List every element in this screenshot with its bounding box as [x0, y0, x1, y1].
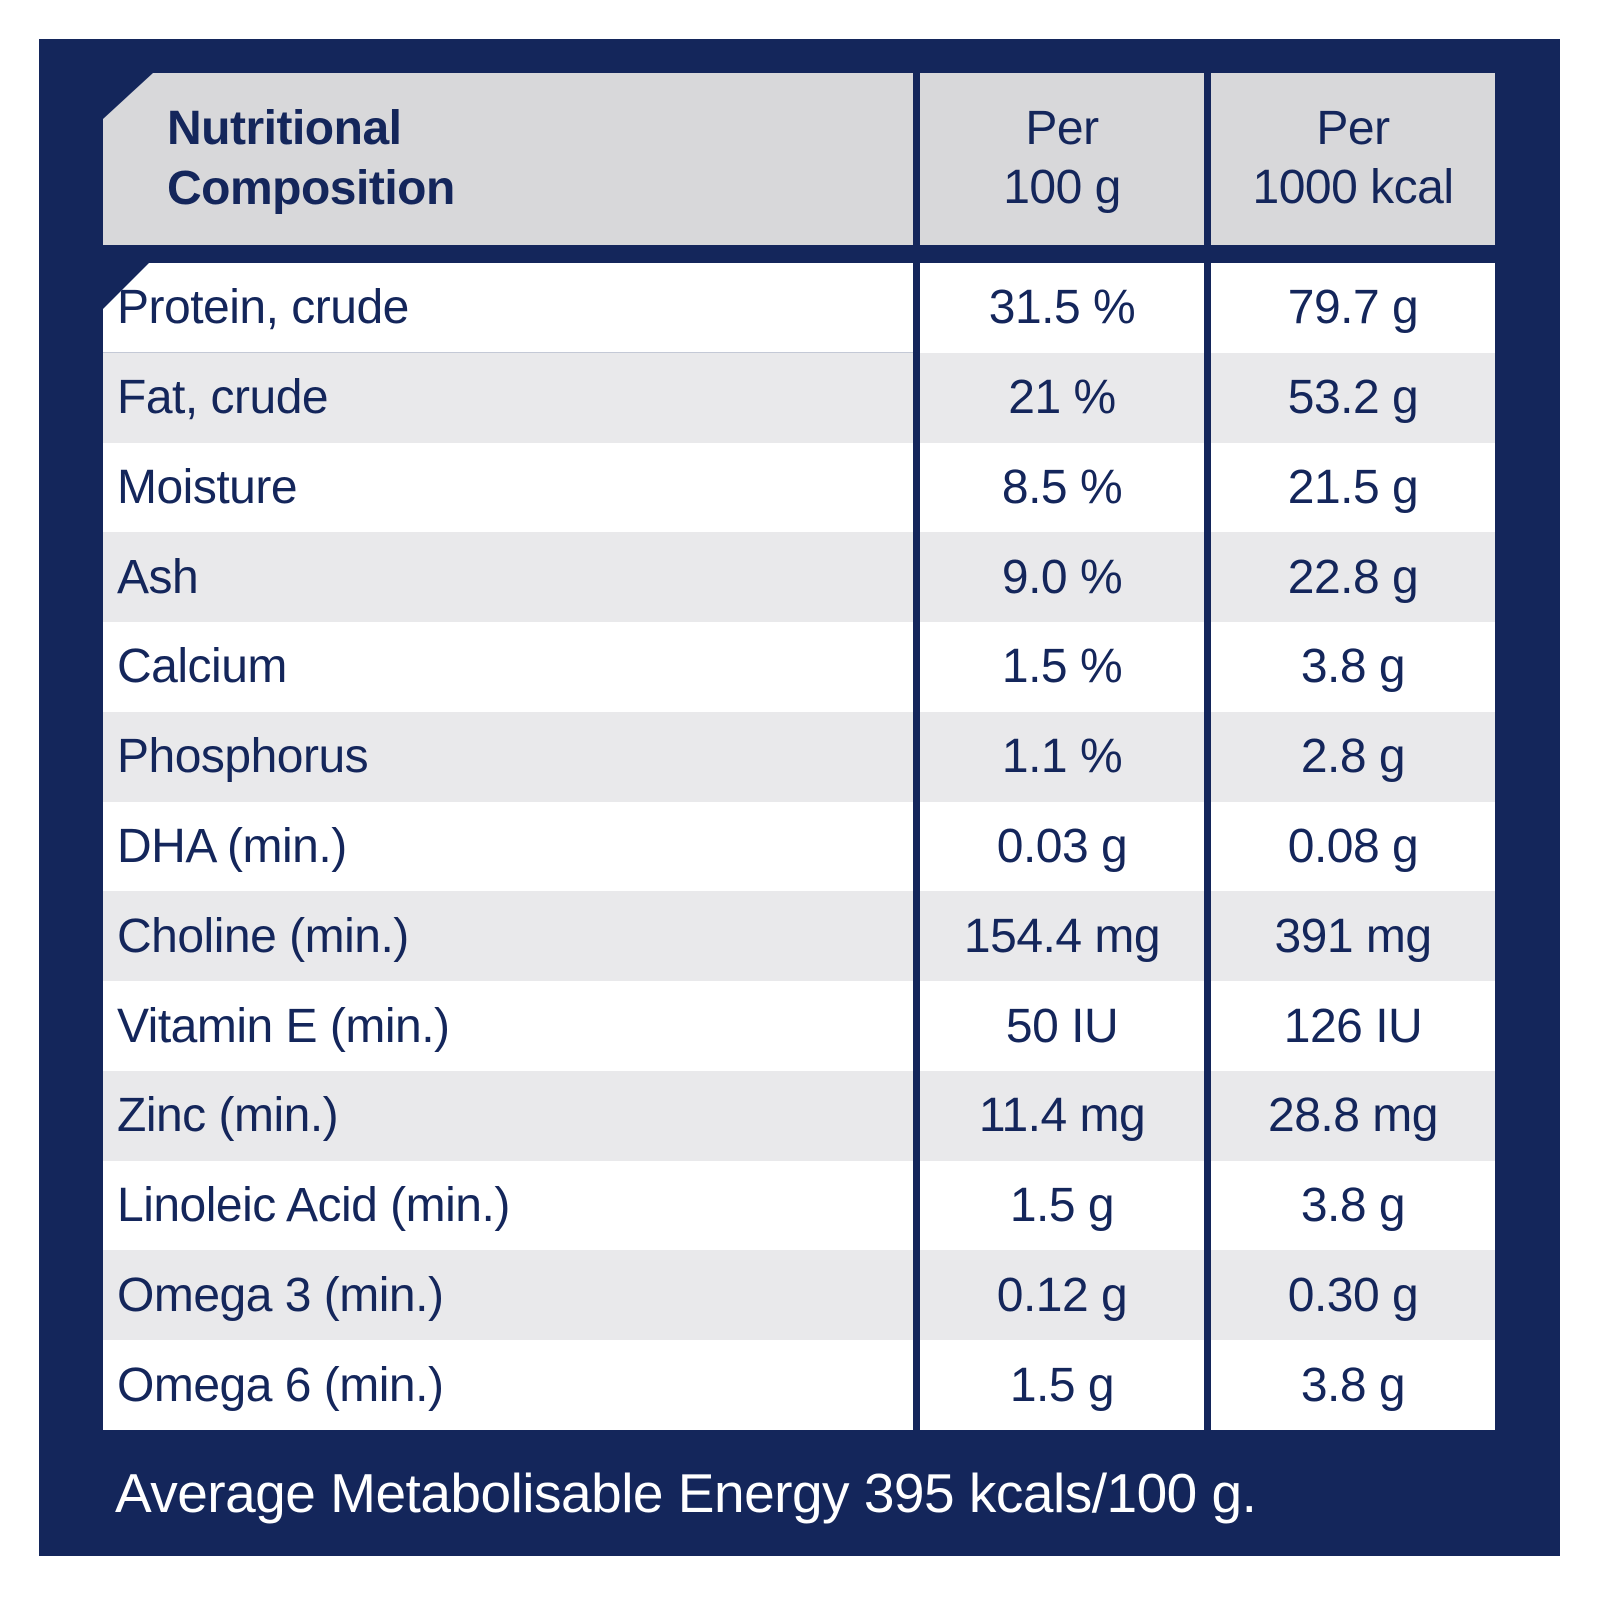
- row-value-per-1000kcal: 0.08 g: [1211, 801, 1495, 892]
- column-divider: [1204, 73, 1211, 245]
- column-divider: [913, 1071, 920, 1161]
- table-row: Omega 6 (min.) 1.5 g 3.8 g: [103, 1340, 1495, 1430]
- column-header-per-1000kcal: Per 1000 kcal: [1211, 73, 1495, 245]
- column-divider: [913, 1250, 920, 1340]
- column-divider: [1204, 1250, 1211, 1340]
- row-value-per-100g: 31.5 %: [920, 263, 1204, 353]
- table-title: Nutritional Composition: [103, 73, 913, 245]
- table-row: Zinc (min.) 11.4 mg 28.8 mg: [103, 1070, 1495, 1161]
- row-label: Omega 6 (min.): [103, 1340, 913, 1430]
- row-label: Moisture: [103, 442, 913, 533]
- column-divider: [1204, 1340, 1211, 1430]
- row-value-per-100g: 0.12 g: [920, 1250, 1204, 1341]
- header-body-gap: [103, 245, 1495, 263]
- table-content: Nutritional Composition Per 100 g Per 10…: [103, 73, 1495, 1556]
- column-divider: [1204, 1161, 1211, 1251]
- column-divider: [1204, 443, 1211, 533]
- column-header-per-1000kcal-line1: Per: [1316, 102, 1390, 156]
- row-value-per-100g: 1.1 %: [920, 711, 1204, 802]
- row-value-per-100g: 1.5 g: [920, 1160, 1204, 1251]
- column-divider: [913, 443, 920, 533]
- row-value-per-1000kcal: 3.8 g: [1211, 1160, 1495, 1251]
- row-value-per-100g: 50 IU: [920, 981, 1204, 1071]
- row-value-per-1000kcal: 22.8 g: [1211, 532, 1495, 623]
- table-header: Nutritional Composition Per 100 g Per 10…: [103, 73, 1495, 245]
- column-header-per-100g-line1: Per: [1025, 102, 1099, 156]
- row-value-per-100g: 9.0 %: [920, 532, 1204, 623]
- column-divider: [1204, 622, 1211, 712]
- row-value-per-1000kcal: 21.5 g: [1211, 442, 1495, 533]
- table-row: Linoleic Acid (min.) 1.5 g 3.8 g: [103, 1160, 1495, 1251]
- column-divider: [1204, 353, 1211, 443]
- row-value-per-1000kcal: 3.8 g: [1211, 1340, 1495, 1430]
- table-row: Protein, crude 31.5 % 79.7 g: [103, 263, 1495, 353]
- row-value-per-100g: 1.5 g: [920, 1340, 1204, 1430]
- row-value-per-100g: 154.4 mg: [920, 891, 1204, 982]
- row-label: Fat, crude: [103, 352, 913, 443]
- navy-panel: Nutritional Composition Per 100 g Per 10…: [39, 39, 1560, 1556]
- table-row: Phosphorus 1.1 % 2.8 g: [103, 711, 1495, 802]
- column-header-per-100g: Per 100 g: [920, 73, 1204, 245]
- row-value-per-1000kcal: 2.8 g: [1211, 711, 1495, 802]
- row-label: Protein, crude: [103, 263, 913, 353]
- column-divider: [1204, 981, 1211, 1071]
- column-divider: [913, 712, 920, 802]
- column-divider: [913, 622, 920, 712]
- table-row: Omega 3 (min.) 0.12 g 0.30 g: [103, 1250, 1495, 1341]
- row-label: Calcium: [103, 622, 913, 712]
- row-value-per-100g: 1.5 %: [920, 622, 1204, 712]
- column-divider: [913, 73, 920, 245]
- table-body: Protein, crude 31.5 % 79.7 g Fat, crude …: [103, 263, 1495, 1430]
- column-divider: [913, 263, 920, 353]
- table-row: Ash 9.0 % 22.8 g: [103, 532, 1495, 623]
- column-divider: [913, 532, 920, 622]
- column-divider: [1204, 263, 1211, 353]
- table-title-line2: Composition: [167, 162, 455, 215]
- column-divider: [913, 981, 920, 1071]
- row-label: DHA (min.): [103, 801, 913, 892]
- row-value-per-100g: 8.5 %: [920, 442, 1204, 533]
- metabolisable-energy-text: Average Metabolisable Energy 395 kcals/1…: [115, 1462, 1257, 1524]
- row-label: Zinc (min.): [103, 1070, 913, 1161]
- column-divider: [913, 1340, 920, 1430]
- row-value-per-1000kcal: 126 IU: [1211, 981, 1495, 1071]
- column-divider: [1204, 712, 1211, 802]
- table-title-line1: Nutritional: [167, 101, 402, 155]
- row-label: Linoleic Acid (min.): [103, 1160, 913, 1251]
- column-divider: [913, 802, 920, 892]
- row-value-per-1000kcal: 391 mg: [1211, 891, 1495, 982]
- column-divider: [913, 1161, 920, 1251]
- row-label: Ash: [103, 532, 913, 623]
- row-label: Vitamin E (min.): [103, 981, 913, 1071]
- table-row: Choline (min.) 154.4 mg 391 mg: [103, 891, 1495, 982]
- table-row: Calcium 1.5 % 3.8 g: [103, 622, 1495, 712]
- row-value-per-100g: 0.03 g: [920, 801, 1204, 892]
- column-header-per-1000kcal-line2: 1000 kcal: [1252, 161, 1454, 214]
- row-value-per-1000kcal: 28.8 mg: [1211, 1070, 1495, 1161]
- column-header-per-100g-line2: 100 g: [1003, 161, 1121, 214]
- column-divider: [1204, 532, 1211, 622]
- row-value-per-1000kcal: 79.7 g: [1211, 263, 1495, 353]
- row-label: Omega 3 (min.): [103, 1250, 913, 1341]
- column-divider: [913, 891, 920, 981]
- row-value-per-100g: 21 %: [920, 352, 1204, 443]
- table-row: Fat, crude 21 % 53.2 g: [103, 352, 1495, 443]
- row-value-per-100g: 11.4 mg: [920, 1070, 1204, 1161]
- table-row: Moisture 8.5 % 21.5 g: [103, 442, 1495, 533]
- table-row: Vitamin E (min.) 50 IU 126 IU: [103, 981, 1495, 1071]
- row-label: Phosphorus: [103, 711, 913, 802]
- column-divider: [1204, 802, 1211, 892]
- row-value-per-1000kcal: 0.30 g: [1211, 1250, 1495, 1341]
- row-value-per-1000kcal: 53.2 g: [1211, 352, 1495, 443]
- table-row: DHA (min.) 0.03 g 0.08 g: [103, 801, 1495, 892]
- row-label: Choline (min.): [103, 891, 913, 982]
- column-divider: [913, 353, 920, 443]
- column-divider: [1204, 1071, 1211, 1161]
- column-divider: [1204, 891, 1211, 981]
- footer-band: Average Metabolisable Energy 395 kcals/1…: [103, 1430, 1495, 1556]
- row-value-per-1000kcal: 3.8 g: [1211, 622, 1495, 712]
